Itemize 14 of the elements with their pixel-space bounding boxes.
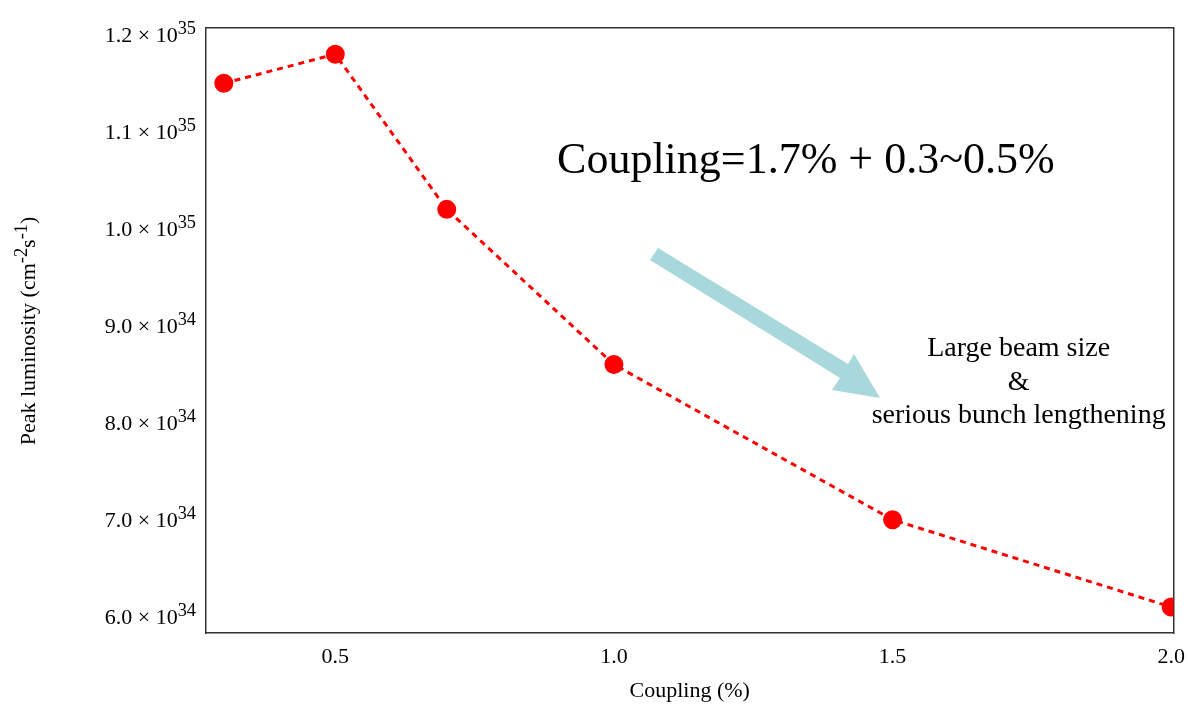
x-tick-label: 1.0 <box>600 643 628 669</box>
y-tick-label: 8.0 × 10$^{34}$ <box>104 404 196 438</box>
x-tick-label: 0.5 <box>321 643 350 669</box>
y-tick-label: 1.0 × 10$^{35}$ <box>104 210 196 244</box>
x-tick-label: 2.0 <box>1157 643 1185 669</box>
x-tick-label: 1.5 <box>878 643 907 669</box>
y-tick-label: 1.1 × 10$^{35}$ <box>104 113 196 147</box>
y-tick-label: 1.2 × 10$^{35}$ <box>104 16 196 50</box>
x-axis-title: Coupling (%) <box>629 676 750 702</box>
annotation: Large beam size & serious bunch lengthening <box>871 331 1166 430</box>
annotation: Coupling=1.7% + 0.3~0.5% <box>557 133 1055 183</box>
y-tick-label: 6.0 × 10$^{34}$ <box>104 598 196 632</box>
y-tick-label: 9.0 × 10$^{34}$ <box>104 307 196 341</box>
y-tick-label: 7.0 × 10$^{34}$ <box>104 501 196 535</box>
